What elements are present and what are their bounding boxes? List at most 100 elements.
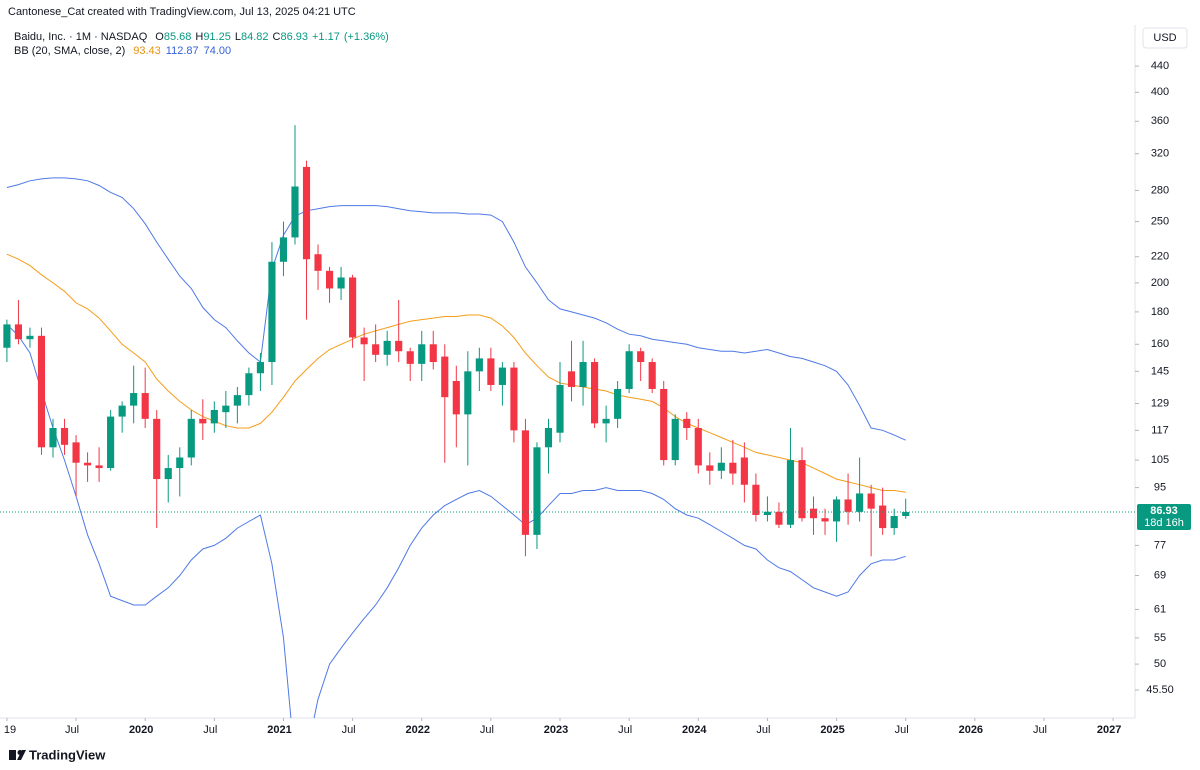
y-tick-label: 117 xyxy=(1151,424,1169,436)
x-tick-label: Jul xyxy=(618,724,632,736)
y-tick-label: 160 xyxy=(1151,338,1169,350)
y-tick-label: 440 xyxy=(1151,60,1169,72)
ohlc-value: 84.82 xyxy=(241,31,269,43)
candle-body xyxy=(452,380,460,415)
candle-body xyxy=(222,405,230,413)
candle-body xyxy=(26,335,34,340)
candle-body xyxy=(3,324,11,348)
y-tick-label: 220 xyxy=(1151,251,1169,263)
candle-body xyxy=(372,344,380,355)
candle-body xyxy=(556,384,564,433)
candle-body xyxy=(360,337,368,345)
x-tick-label: Jul xyxy=(756,724,770,736)
candle-body xyxy=(302,166,311,260)
indicator-value: 112.87 xyxy=(166,45,199,57)
x-tick-label: Jul xyxy=(342,724,356,736)
y-tick-label: 77 xyxy=(1154,539,1166,551)
candle-body xyxy=(706,465,714,471)
y-tick-label: 145 xyxy=(1151,365,1169,377)
candle-body xyxy=(786,460,795,525)
candle-body xyxy=(37,335,46,448)
candle-body xyxy=(683,418,691,429)
ohlc-letter: H xyxy=(195,31,203,43)
candle-body xyxy=(268,261,276,363)
candle-body xyxy=(475,358,483,372)
indicator-value: 93.43 xyxy=(133,45,161,57)
candle-body xyxy=(648,362,656,389)
candle-body xyxy=(141,393,149,419)
change: +1.17 xyxy=(312,31,340,43)
bb-line xyxy=(6,177,906,441)
candle-body xyxy=(314,254,322,271)
candle-body xyxy=(763,511,771,515)
x-tick-label: Jul xyxy=(480,724,494,736)
y-tick-label: 95 xyxy=(1154,482,1166,494)
ohlc-value: 86.93 xyxy=(280,31,308,43)
currency[interactable]: USD xyxy=(1153,32,1176,44)
candle-body xyxy=(510,367,518,431)
x-tick-label: Jul xyxy=(203,724,217,736)
y-tick-label: 250 xyxy=(1151,215,1169,227)
x-tick-label: Jul xyxy=(65,724,79,736)
x-tick-label: 2022 xyxy=(405,724,429,736)
candle-body xyxy=(118,405,126,417)
candle-body xyxy=(625,351,633,389)
candle-body xyxy=(279,237,288,262)
currency-button[interactable] xyxy=(1142,27,1188,49)
candle-body xyxy=(95,465,103,469)
y-tick-label: 69 xyxy=(1154,569,1166,581)
candle-body xyxy=(821,518,829,522)
candle-body xyxy=(591,362,599,424)
candle-body xyxy=(349,277,357,338)
candle-body xyxy=(325,270,334,289)
x-tick-label: 2027 xyxy=(1097,724,1121,736)
ohlc-letter: O xyxy=(155,31,164,43)
candle-body xyxy=(660,388,668,461)
candle-body xyxy=(395,340,403,352)
candle-body xyxy=(752,484,760,515)
candle-body xyxy=(614,388,622,419)
candle-body xyxy=(210,409,218,424)
candle-body xyxy=(107,416,115,469)
candle-body xyxy=(72,442,80,463)
x-tick-label: 19 xyxy=(4,724,16,736)
candle-body xyxy=(533,447,541,535)
x-tick-label: Jul xyxy=(1033,724,1047,736)
y-tick-label: 180 xyxy=(1151,306,1169,318)
candle-body xyxy=(579,362,587,387)
candle-body xyxy=(84,462,92,466)
candle-body xyxy=(153,418,161,480)
countdown: 18d 16h xyxy=(1144,517,1184,529)
candle-body xyxy=(567,371,576,387)
candle-body xyxy=(775,511,783,525)
ohlc-value: 85.68 xyxy=(164,31,192,43)
candle-body xyxy=(60,428,69,445)
y-tick-label: 45.50 xyxy=(1146,684,1174,696)
y-tick-label: 320 xyxy=(1151,148,1169,160)
change-percent: (+1.36%) xyxy=(344,31,389,43)
candle-body xyxy=(14,324,23,340)
candle-body xyxy=(130,393,138,406)
candle-body xyxy=(49,428,57,448)
candle-body xyxy=(498,367,506,385)
candle-body xyxy=(187,418,195,458)
candle-body xyxy=(291,186,299,238)
y-tick-label: 50 xyxy=(1154,658,1166,670)
candle-body xyxy=(406,351,414,364)
candle-body xyxy=(337,277,345,289)
candle-body xyxy=(176,457,184,469)
candle-body xyxy=(879,505,887,529)
candle-body xyxy=(717,462,725,471)
candle-body xyxy=(867,493,875,509)
candle-body xyxy=(383,340,391,355)
legend: Baidu, Inc. · 1M · NASDAQ O 85.68 H 91.25 L 84… xyxy=(14,31,389,57)
bb-line xyxy=(6,324,906,718)
footer: TradingView xyxy=(29,747,106,762)
x-tick-label: Jul xyxy=(895,724,909,736)
y-tick-label: 129 xyxy=(1151,397,1169,409)
candle-body xyxy=(798,460,806,519)
candle-body xyxy=(694,428,702,466)
candle-body xyxy=(199,418,207,424)
candle-body xyxy=(890,516,898,529)
